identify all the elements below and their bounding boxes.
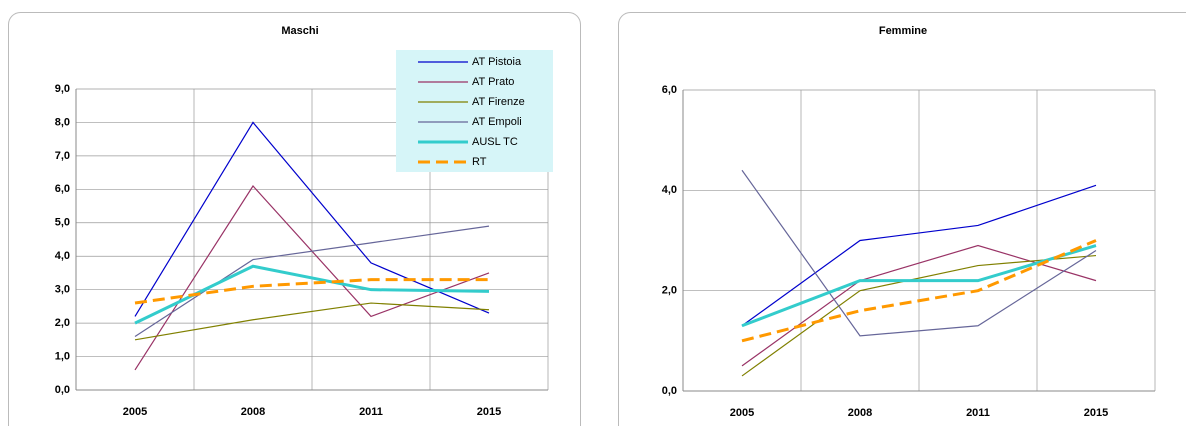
chart-title: Maschi xyxy=(281,25,318,37)
legend-label: AT Pistoia xyxy=(472,56,522,68)
chart-title: Femmine xyxy=(879,25,927,37)
y-tick-label: 5,0 xyxy=(55,217,70,229)
x-tick-label: 2011 xyxy=(966,407,990,419)
panel xyxy=(618,12,1186,426)
x-tick-label: 2008 xyxy=(848,407,872,419)
legend-label: RT xyxy=(472,156,487,168)
series-line xyxy=(134,302,490,341)
series-line xyxy=(741,254,1097,377)
legend-label: AT Empoli xyxy=(472,116,522,128)
series-line xyxy=(134,278,489,305)
x-tick-label: 2011 xyxy=(359,406,383,418)
y-tick-label: 6,0 xyxy=(662,84,677,96)
y-tick-label: 7,0 xyxy=(55,150,70,162)
y-tick-label: 2,0 xyxy=(55,317,70,329)
series-line xyxy=(741,244,1097,328)
y-tick-label: 0,0 xyxy=(662,385,677,397)
y-tick-label: 2,0 xyxy=(662,285,677,297)
y-tick-label: 0,0 xyxy=(55,384,70,396)
x-tick-label: 2015 xyxy=(1084,407,1108,419)
y-tick-label: 6,0 xyxy=(55,183,70,195)
legend-label: AT Firenze xyxy=(472,96,525,108)
y-tick-label: 1,0 xyxy=(55,350,70,362)
x-tick-label: 2005 xyxy=(730,407,754,419)
series-line xyxy=(741,169,1097,337)
series-line xyxy=(741,239,1097,343)
y-tick-label: 4,0 xyxy=(662,184,677,196)
y-tick-label: 8,0 xyxy=(55,116,70,128)
x-tick-label: 2015 xyxy=(477,406,501,418)
y-tick-label: 4,0 xyxy=(55,250,70,262)
legend-label: AT Prato xyxy=(472,76,514,88)
legend-label: AUSL TC xyxy=(472,136,518,148)
legend-box xyxy=(396,50,553,172)
y-tick-label: 3,0 xyxy=(55,284,70,296)
series-line xyxy=(741,184,1097,327)
series-line xyxy=(134,121,490,317)
x-tick-label: 2005 xyxy=(123,406,147,418)
y-tick-label: 9,0 xyxy=(55,83,70,95)
x-tick-label: 2008 xyxy=(241,406,265,418)
series-line xyxy=(134,225,490,337)
